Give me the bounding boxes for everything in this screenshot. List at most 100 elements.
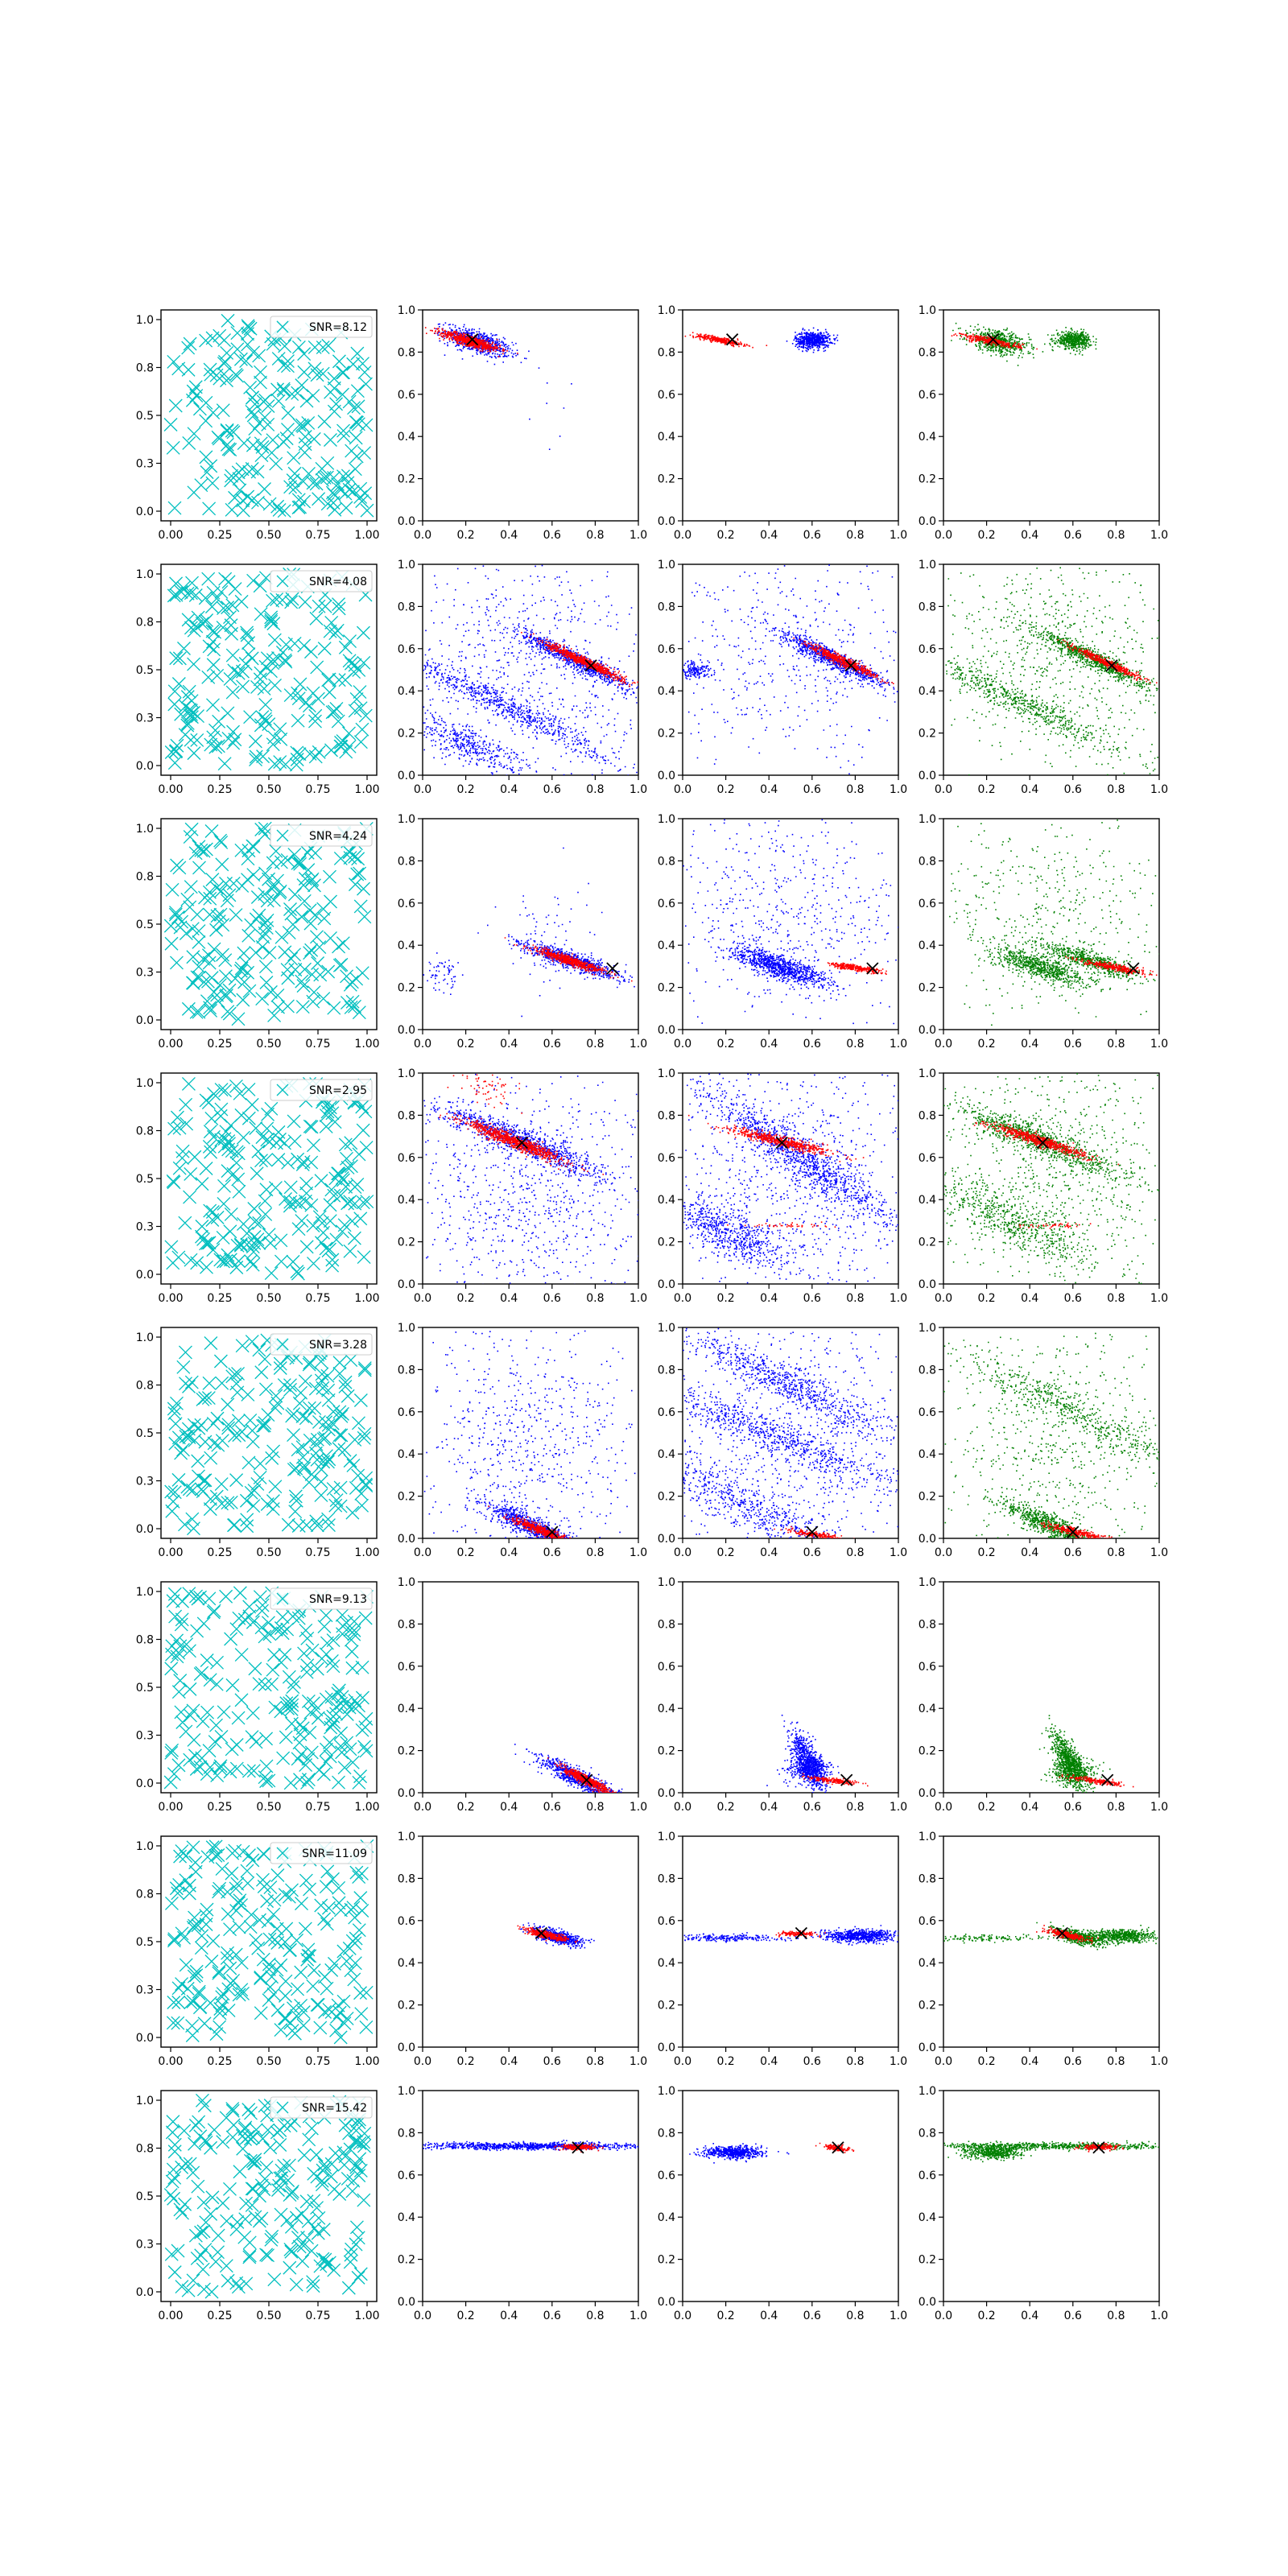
y-tick-label: 0.0 — [136, 1014, 154, 1027]
x-tick-label: 0.0 — [935, 1801, 952, 1814]
y-tick-label: 0.5 — [136, 1682, 154, 1695]
panel-points — [683, 1327, 898, 1538]
x-tick-label: 1.00 — [354, 1038, 379, 1051]
y-tick-label: 1.0 — [919, 1322, 936, 1335]
true-position-marker — [806, 1525, 819, 1538]
red-point-cloud — [973, 1121, 1120, 1229]
x-tick-label: 0.6 — [543, 1546, 561, 1559]
x-tick-labels: 0.0 0.2 0.4 0.6 0.8 1.0 — [414, 775, 647, 796]
true-position-marker — [572, 2141, 584, 2154]
y-tick-label: 0.5 — [136, 2190, 154, 2203]
y-tick-label: 1.0 — [658, 2085, 675, 2098]
y-tick-labels: 0.0 0.3 0.5 0.8 1.0 — [136, 823, 161, 1027]
y-tick-labels: 0.0 0.2 0.4 0.6 0.8 1.0 — [658, 304, 683, 528]
x-tick-label: 0.75 — [305, 783, 330, 796]
y-tick-label: 0.8 — [658, 1109, 675, 1122]
y-tick-label: 1.0 — [398, 304, 415, 317]
x-tick-label: 0.8 — [1107, 529, 1125, 542]
combined-panel: 0.0 0.2 0.4 0.6 0.8 1.0 0.0 0.2 0.4 0.6 0.8 1.0 — [919, 1576, 1168, 1814]
x-tick-label: 0.75 — [305, 2310, 330, 2322]
x-tick-label: 1.0 — [630, 1546, 647, 1559]
combined-panel: 0.0 0.2 0.4 0.6 0.8 1.0 0.0 0.2 0.4 0.6 0.8 1.0 — [919, 813, 1168, 1051]
noise-markers — [163, 821, 374, 1026]
x-tick-label: 0.00 — [158, 783, 183, 796]
true-position-marker — [515, 1136, 528, 1150]
y-tick-label: 0.0 — [136, 506, 154, 518]
y-tick-label: 0.0 — [919, 515, 936, 528]
y-tick-label: 0.8 — [136, 1380, 154, 1393]
true-position-marker — [987, 333, 1000, 346]
true-marker-stroke — [1092, 2141, 1105, 2154]
y-tick-label: 1.0 — [136, 568, 154, 581]
y-tick-label: 0.8 — [919, 1109, 936, 1122]
x-tick-labels: 0.0 0.2 0.4 0.6 0.8 1.0 — [935, 1538, 1168, 1559]
x-tick-label: 0.25 — [207, 783, 232, 796]
y-tick-label: 0.4 — [919, 1957, 936, 1970]
y-tick-label: 0.6 — [398, 1406, 415, 1419]
snr-legend: SNR=4.08 — [270, 570, 373, 592]
x-tick-label: 0.4 — [760, 529, 778, 542]
x-tick-label: 0.50 — [256, 1038, 281, 1051]
x-tick-label: 0.2 — [977, 529, 995, 542]
red-point-cloud — [1065, 956, 1158, 978]
axes-frame — [943, 2090, 1160, 2302]
y-tick-label: 0.0 — [919, 1787, 936, 1800]
legend-box — [270, 1079, 373, 1101]
y-tick-label: 1.0 — [658, 304, 675, 317]
y-tick-label: 0.0 — [658, 2296, 675, 2309]
y-tick-label: 0.0 — [658, 2041, 675, 2054]
y-tick-labels: 0.0 0.3 0.5 0.8 1.0 — [136, 568, 161, 773]
x-tick-labels: 0.0 0.2 0.4 0.6 0.8 1.0 — [935, 1284, 1168, 1305]
x-tick-label: 0.2 — [716, 1038, 734, 1051]
x-tick-label: 0.8 — [1107, 2310, 1125, 2322]
y-tick-label: 0.4 — [398, 685, 415, 698]
x-tick-label: 0.2 — [977, 1292, 995, 1305]
y-tick-label: 0.6 — [398, 1661, 415, 1674]
y-tick-label: 1.0 — [398, 1067, 415, 1080]
noise-marker-path — [163, 1586, 374, 1790]
x-tick-labels: 0.0 0.2 0.4 0.6 0.8 1.0 — [935, 521, 1168, 542]
red-point-cloud — [802, 1773, 869, 1787]
x-tick-label: 0.6 — [543, 1038, 561, 1051]
snr-label: SNR=15.42 — [302, 2102, 367, 2115]
y-tick-label: 0.6 — [398, 898, 415, 910]
true-position-marker — [775, 1136, 788, 1150]
y-tick-label: 0.5 — [136, 1936, 154, 1949]
legend-box — [270, 1333, 373, 1356]
y-tick-label: 0.8 — [398, 2127, 415, 2140]
x-tick-label: 0.8 — [846, 1801, 864, 1814]
x-tick-labels: 0.0 0.2 0.4 0.6 0.8 1.0 — [674, 521, 907, 542]
x-tick-label: 0.2 — [456, 2055, 474, 2068]
panel-points — [683, 1925, 898, 1946]
y-tick-label: 0.4 — [658, 939, 675, 952]
axes-frame — [943, 1581, 1160, 1794]
x-tick-label: 0.4 — [760, 1546, 778, 1559]
x-tick-label: 0.50 — [256, 783, 281, 796]
x-tick-label: 1.0 — [890, 783, 907, 796]
y-tick-label: 0.0 — [136, 760, 154, 773]
y-tick-labels: 0.0 0.2 0.4 0.6 0.8 1.0 — [398, 813, 423, 1037]
panel-points — [514, 1744, 623, 1793]
x-tick-label: 0.8 — [586, 1292, 604, 1305]
y-tick-label: 0.8 — [398, 601, 415, 613]
legend-marker-icon — [276, 1084, 289, 1096]
panel-points — [423, 1330, 636, 1538]
true-marker-stroke — [466, 333, 479, 346]
panel-points — [943, 1922, 1159, 1951]
estimate-panel-b: 0.0 0.2 0.4 0.6 0.8 1.0 0.0 0.2 0.4 0.6 0.8 1.0 — [658, 813, 907, 1051]
x-tick-labels: 0.00 0.25 0.50 0.75 1.00 — [158, 2047, 380, 2068]
combined-panel: 0.0 0.2 0.4 0.6 0.8 1.0 0.0 0.2 0.4 0.6 0.8 1.0 — [919, 1831, 1168, 2068]
x-tick-label: 0.2 — [977, 2310, 995, 2322]
y-tick-labels: 0.0 0.3 0.5 0.8 1.0 — [136, 2095, 161, 2299]
x-tick-label: 0.0 — [935, 1038, 952, 1051]
red-point-cloud — [424, 327, 518, 357]
y-tick-label: 0.2 — [658, 2254, 675, 2267]
y-tick-label: 1.0 — [658, 559, 675, 572]
y-tick-label: 1.0 — [658, 1831, 675, 1843]
blue-point-cloud — [786, 327, 839, 353]
x-tick-label: 0.6 — [543, 1801, 561, 1814]
axes-frame — [422, 1072, 639, 1285]
estimate-panel-b: 0.0 0.2 0.4 0.6 0.8 1.0 0.0 0.2 0.4 0.6 0.8 1.0 — [658, 1576, 907, 1814]
red-point-cloud-points — [517, 1925, 578, 1946]
x-tick-label: 0.0 — [935, 2310, 952, 2322]
